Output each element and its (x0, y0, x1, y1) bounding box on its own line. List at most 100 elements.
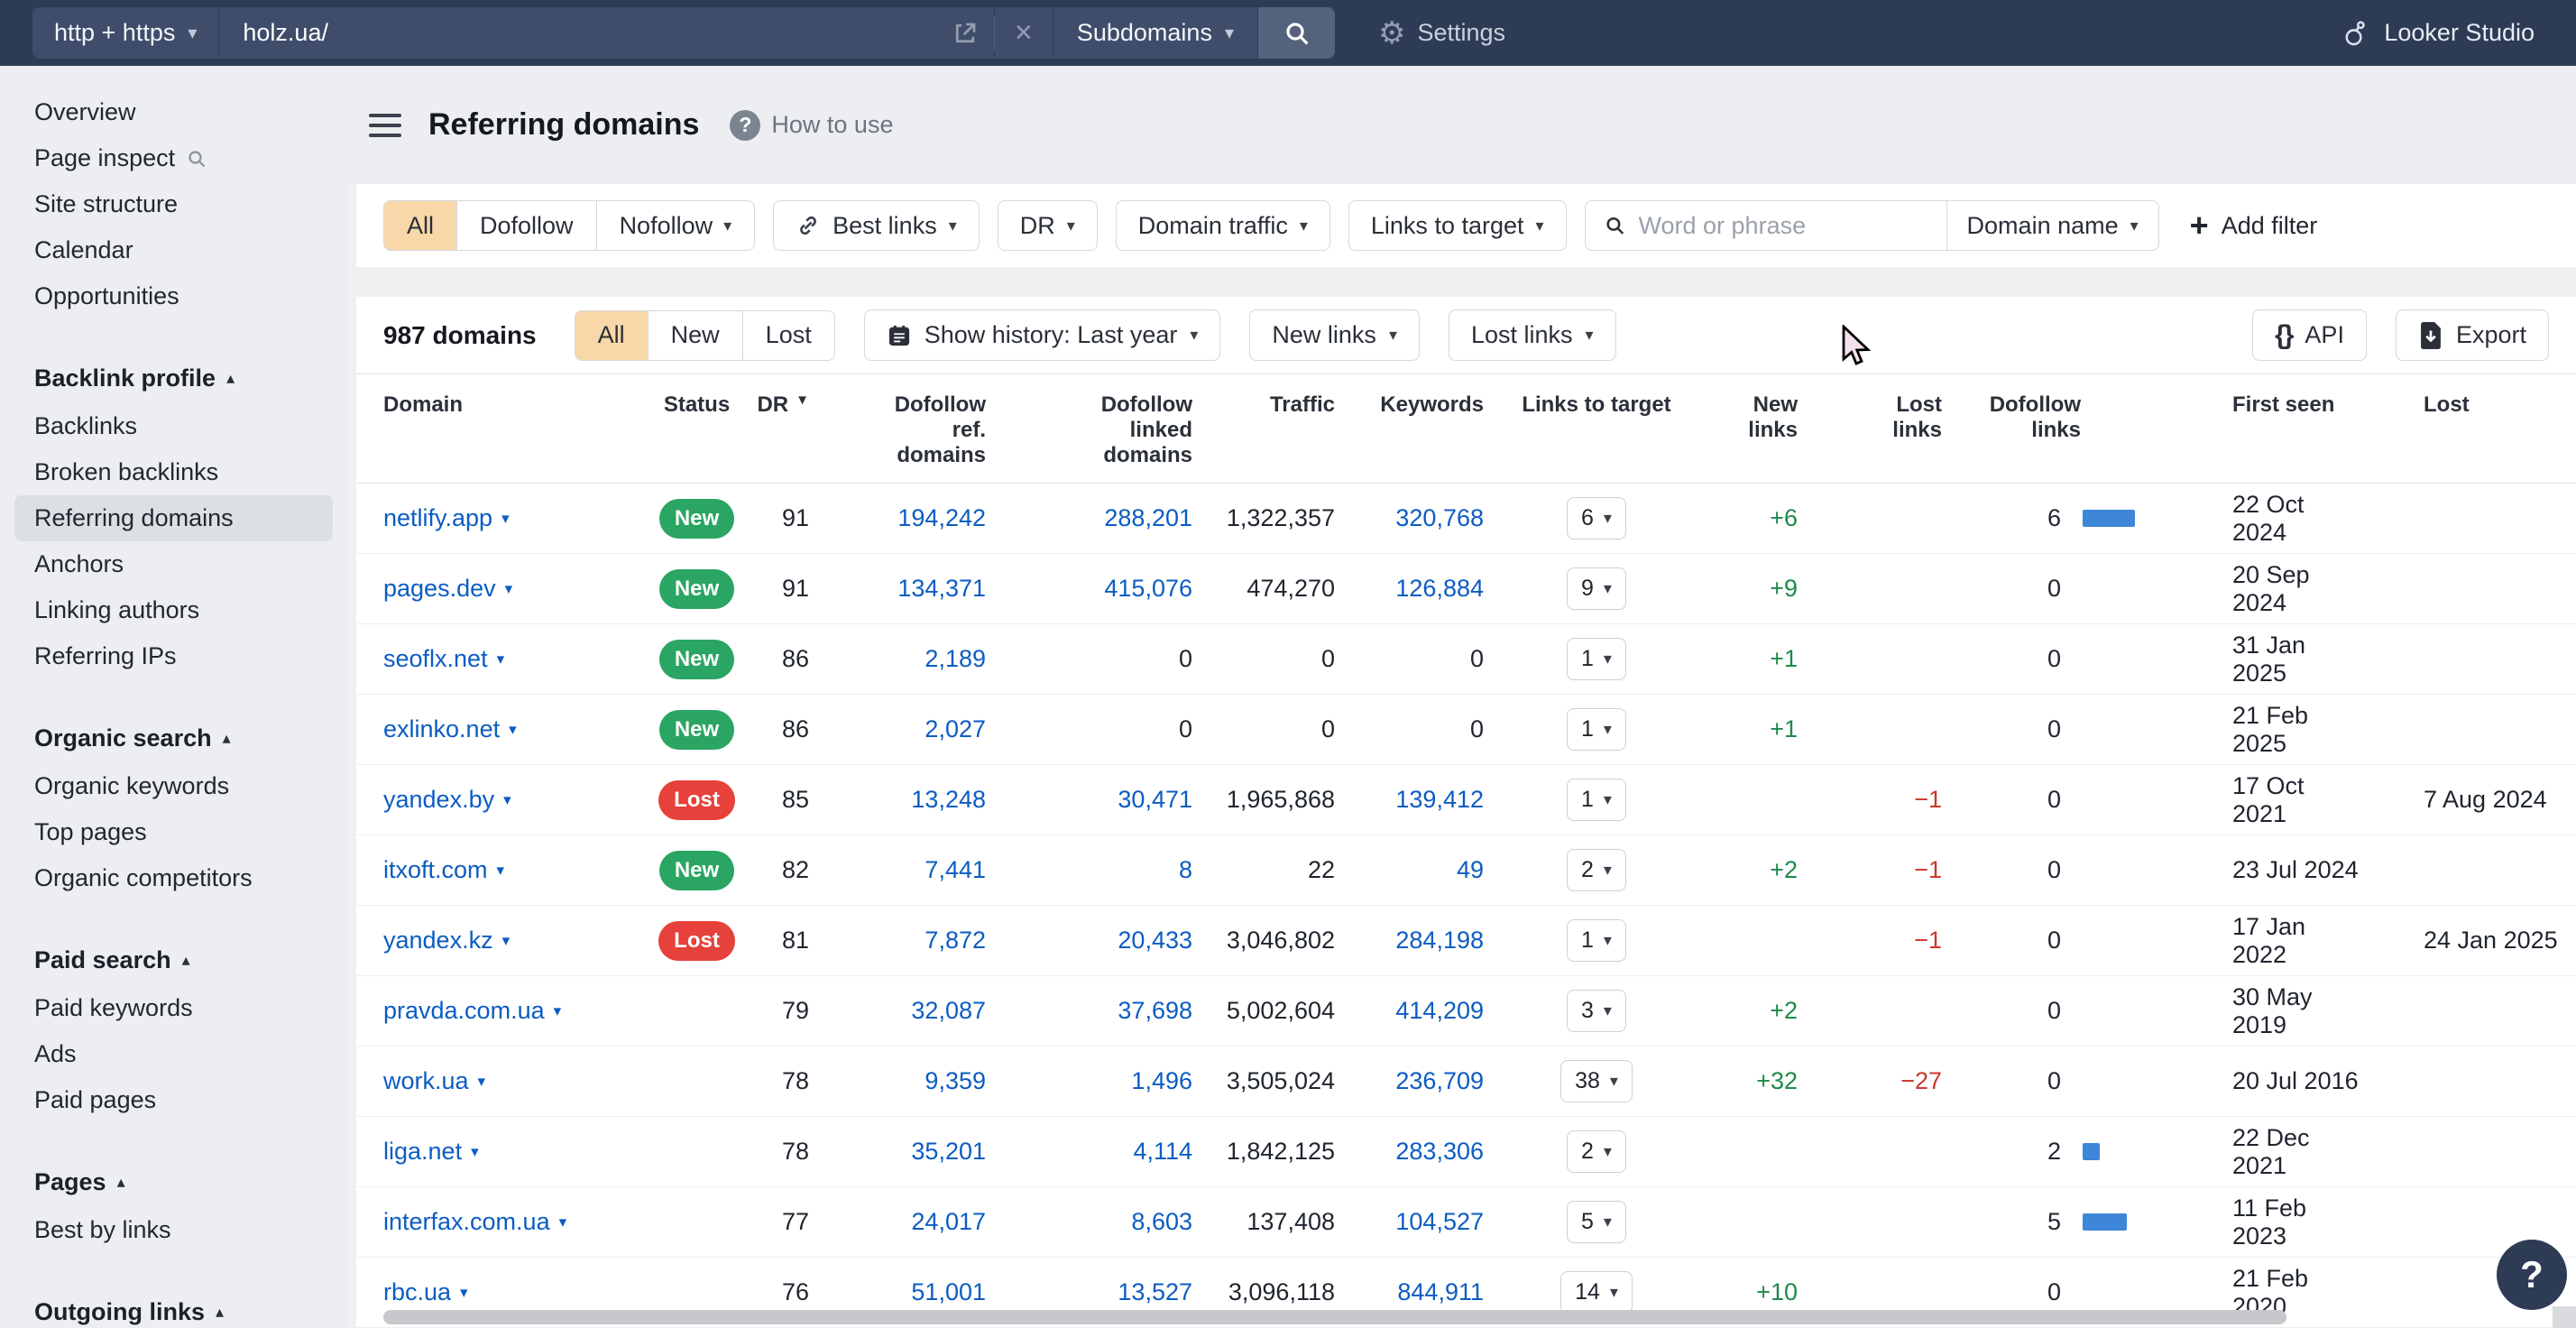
looker-studio-button[interactable]: Looker Studio (2340, 18, 2535, 49)
best-links-filter[interactable]: Best links ▾ (773, 200, 980, 251)
links-to-target-dropdown[interactable]: 1 ▾ (1567, 638, 1626, 680)
horizontal-scrollbar[interactable] (383, 1310, 2286, 1324)
keywords-cell[interactable]: 236,709 (1344, 1067, 1493, 1095)
dofollow-ref-domains-cell[interactable]: 35,201 (816, 1138, 997, 1166)
keywords-cell[interactable]: 414,209 (1344, 997, 1493, 1025)
sidebar-item-linking-authors[interactable]: Linking authors (14, 587, 333, 633)
links-to-target-dropdown[interactable]: 2 ▾ (1567, 849, 1626, 891)
sidebar-section-organic-search[interactable]: Organic search ▴ (14, 715, 333, 761)
domain-link[interactable]: rbc.ua (383, 1278, 451, 1306)
keywords-cell[interactable]: 49 (1344, 856, 1493, 884)
sidebar-item-broken-backlinks[interactable]: Broken backlinks (14, 449, 333, 495)
dofollow-linked-domains-cell[interactable]: 4,114 (997, 1138, 1200, 1166)
col-header-dofollow-links[interactable]: Dofollow links (1980, 392, 2187, 468)
chevron-down-icon[interactable]: ▾ (478, 1073, 486, 1091)
dofollow-ref-domains-cell[interactable]: 7,441 (816, 856, 997, 884)
dofollow-ref-domains-cell[interactable]: 9,359 (816, 1067, 997, 1095)
sidebar-item-anchors[interactable]: Anchors (14, 541, 333, 587)
new-links-dropdown[interactable]: New links ▾ (1249, 309, 1420, 361)
col-header-status[interactable]: Status (654, 392, 740, 468)
col-header-dr[interactable]: DR▼ (740, 392, 816, 468)
sidebar-item-opportunities[interactable]: Opportunities (14, 273, 333, 319)
sidebar-item-ads[interactable]: Ads (14, 1031, 333, 1077)
chevron-down-icon[interactable]: ▾ (460, 1284, 468, 1302)
dofollow-linked-domains-cell[interactable]: 13,527 (997, 1278, 1200, 1306)
dofollow-ref-domains-cell[interactable]: 2,189 (816, 645, 997, 673)
sidebar-item-organic-keywords[interactable]: Organic keywords (14, 763, 333, 809)
help-button[interactable]: ? (2497, 1240, 2567, 1310)
domain-link[interactable]: liga.net (383, 1138, 462, 1166)
links-to-target-dropdown[interactable]: 6 ▾ (1567, 497, 1626, 540)
keywords-cell[interactable]: 104,527 (1344, 1208, 1493, 1236)
links-to-target-dropdown[interactable]: 3 ▾ (1567, 990, 1626, 1032)
show-history-dropdown[interactable]: Show history: Last year ▾ (864, 309, 1221, 361)
sidebar-item-paid-keywords[interactable]: Paid keywords (14, 985, 333, 1031)
links-to-target-dropdown[interactable]: 1 ▾ (1567, 708, 1626, 751)
sidebar-item-best-by-links[interactable]: Best by links (14, 1207, 333, 1253)
dofollow-linked-domains-cell[interactable]: 0 (997, 645, 1200, 673)
api-button[interactable]: {} API (2252, 309, 2367, 361)
domain-link[interactable]: seoflx.net (383, 645, 488, 673)
domain-link[interactable]: pravda.com.ua (383, 997, 545, 1025)
links-to-target-dropdown[interactable]: 38 ▾ (1560, 1060, 1633, 1102)
chevron-down-icon[interactable]: ▾ (471, 1143, 479, 1161)
settings-button[interactable]: ⚙ Settings (1378, 18, 1505, 49)
col-header-lost-date[interactable]: Lost (2359, 392, 2576, 468)
sidebar-item-overview[interactable]: Overview (14, 89, 333, 135)
sidebar-section-outgoing-links[interactable]: Outgoing links ▴ (14, 1289, 333, 1328)
keywords-cell[interactable]: 0 (1344, 645, 1493, 673)
dofollow-ref-domains-cell[interactable]: 134,371 (816, 575, 997, 603)
chevron-down-icon[interactable]: ▾ (501, 510, 510, 528)
sidebar-item-referring-ips[interactable]: Referring IPs (14, 633, 333, 679)
domain-traffic-filter[interactable]: Domain traffic ▾ (1116, 200, 1330, 251)
sidebar-item-referring-domains[interactable]: Referring domains (14, 495, 333, 541)
dofollow-linked-domains-cell[interactable]: 0 (997, 715, 1200, 743)
how-to-use-link[interactable]: ? How to use (730, 110, 893, 141)
dofollow-ref-domains-cell[interactable]: 2,027 (816, 715, 997, 743)
dr-filter[interactable]: DR ▾ (998, 200, 1098, 251)
col-header-first-seen[interactable]: First seen (2187, 392, 2359, 468)
lost-links-dropdown[interactable]: Lost links ▾ (1449, 309, 1616, 361)
dofollow-ref-domains-cell[interactable]: 13,248 (816, 786, 997, 814)
chevron-down-icon[interactable]: ▾ (509, 721, 517, 739)
keywords-cell[interactable]: 0 (1344, 715, 1493, 743)
dofollow-linked-domains-cell[interactable]: 415,076 (997, 575, 1200, 603)
sidebar-item-paid-pages[interactable]: Paid pages (14, 1077, 333, 1123)
url-input[interactable] (243, 19, 935, 47)
dofollow-linked-domains-cell[interactable]: 30,471 (997, 786, 1200, 814)
links-to-target-dropdown[interactable]: 2 ▾ (1567, 1130, 1626, 1173)
dofollow-linked-domains-cell[interactable]: 20,433 (997, 927, 1200, 954)
col-header-new-links[interactable]: New links (1700, 392, 1845, 468)
dofollow-linked-domains-cell[interactable]: 8 (997, 856, 1200, 884)
keywords-cell[interactable]: 284,198 (1344, 927, 1493, 954)
dofollow-ref-domains-cell[interactable]: 24,017 (816, 1208, 997, 1236)
keywords-cell[interactable]: 320,768 (1344, 504, 1493, 532)
domain-link[interactable]: netlify.app (383, 504, 492, 532)
chevron-down-icon[interactable]: ▾ (502, 932, 511, 950)
links-to-target-dropdown[interactable]: 1 ▾ (1567, 779, 1626, 821)
export-button[interactable]: Export (2396, 309, 2549, 361)
col-header-dofollow-linked-domains[interactable]: Dofollow linked domains (997, 392, 1200, 468)
filter-all-tab[interactable]: All (384, 201, 457, 250)
dofollow-ref-domains-cell[interactable]: 51,001 (816, 1278, 997, 1306)
word-or-phrase-input[interactable] (1639, 212, 1928, 240)
links-to-target-dropdown[interactable]: 14 ▾ (1560, 1271, 1633, 1314)
dofollow-linked-domains-cell[interactable]: 8,603 (997, 1208, 1200, 1236)
sidebar-section-pages[interactable]: Pages ▴ (14, 1159, 333, 1205)
chevron-down-icon[interactable]: ▾ (554, 1002, 562, 1020)
links-to-target-dropdown[interactable]: 1 ▾ (1567, 919, 1626, 962)
status-all-tab[interactable]: All (575, 311, 649, 360)
sidebar-section-backlink-profile[interactable]: Backlink profile ▴ (14, 355, 333, 401)
chevron-down-icon[interactable]: ▾ (505, 580, 513, 598)
keywords-cell[interactable]: 844,911 (1344, 1278, 1493, 1306)
domain-link[interactable]: work.ua (383, 1067, 469, 1095)
col-header-dofollow-ref-domains[interactable]: Dofollow ref. domains (816, 392, 997, 468)
filter-dofollow-tab[interactable]: Dofollow (457, 201, 597, 250)
col-header-lost-links[interactable]: Lost links (1845, 392, 1980, 468)
chevron-down-icon[interactable]: ▾ (497, 650, 505, 669)
sidebar-section-paid-search[interactable]: Paid search ▴ (14, 937, 333, 983)
keywords-cell[interactable]: 126,884 (1344, 575, 1493, 603)
dofollow-linked-domains-cell[interactable]: 1,496 (997, 1067, 1200, 1095)
protocol-dropdown[interactable]: http + https ▾ (32, 7, 219, 59)
filter-nofollow-tab[interactable]: Nofollow ▾ (597, 201, 755, 250)
